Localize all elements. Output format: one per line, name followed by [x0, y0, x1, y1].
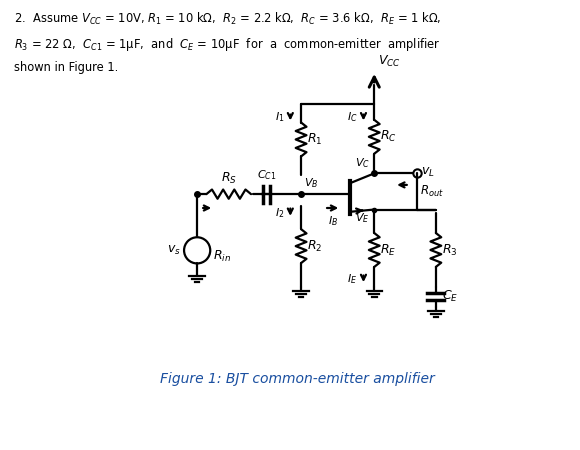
Text: $V_C$: $V_C$: [354, 156, 369, 170]
Text: $I_E$: $I_E$: [347, 272, 357, 286]
Text: $R_S$: $R_S$: [221, 171, 237, 186]
Text: $V_B$: $V_B$: [304, 176, 318, 190]
Text: $R_1$: $R_1$: [307, 132, 322, 147]
Text: $v_s$: $v_s$: [167, 244, 181, 257]
Text: $v_L$: $v_L$: [421, 166, 435, 179]
Text: shown in Figure 1.: shown in Figure 1.: [14, 61, 119, 74]
Text: Figure 1: BJT common-emitter amplifier: Figure 1: BJT common-emitter amplifier: [160, 372, 434, 386]
Text: $I_1$: $I_1$: [275, 110, 284, 124]
Text: $R_2$: $R_2$: [307, 238, 322, 254]
Text: 2.  Assume $V_{CC}$ = 10V, $R_1$ = 10 kΩ,  $R_2$ = 2.2 kΩ,  $R_C$ = 3.6 kΩ,  $R_: 2. Assume $V_{CC}$ = 10V, $R_1$ = 10 kΩ,…: [14, 11, 442, 27]
Text: $I_2$: $I_2$: [275, 206, 284, 220]
Text: $V_{CC}$: $V_{CC}$: [378, 54, 401, 69]
Text: $R_E$: $R_E$: [380, 243, 397, 257]
Text: $R_{in}$: $R_{in}$: [212, 249, 231, 264]
Text: $R_C$: $R_C$: [380, 129, 397, 144]
Text: $I_C$: $I_C$: [347, 110, 357, 124]
Text: $R_{out}$: $R_{out}$: [420, 184, 444, 199]
Text: $R_3$ = 22 Ω,  $C_{C1}$ = 1μF,  and  $C_E$ = 10μF  for  a  common-emitter  ampli: $R_3$ = 22 Ω, $C_{C1}$ = 1μF, and $C_E$ …: [14, 36, 441, 53]
Text: $C_{C1}$: $C_{C1}$: [257, 168, 276, 182]
Text: $C_E$: $C_E$: [442, 289, 458, 304]
Text: $I_B$: $I_B$: [328, 214, 338, 228]
Text: $R_3$: $R_3$: [442, 243, 458, 257]
Text: $V_E$: $V_E$: [355, 211, 369, 225]
